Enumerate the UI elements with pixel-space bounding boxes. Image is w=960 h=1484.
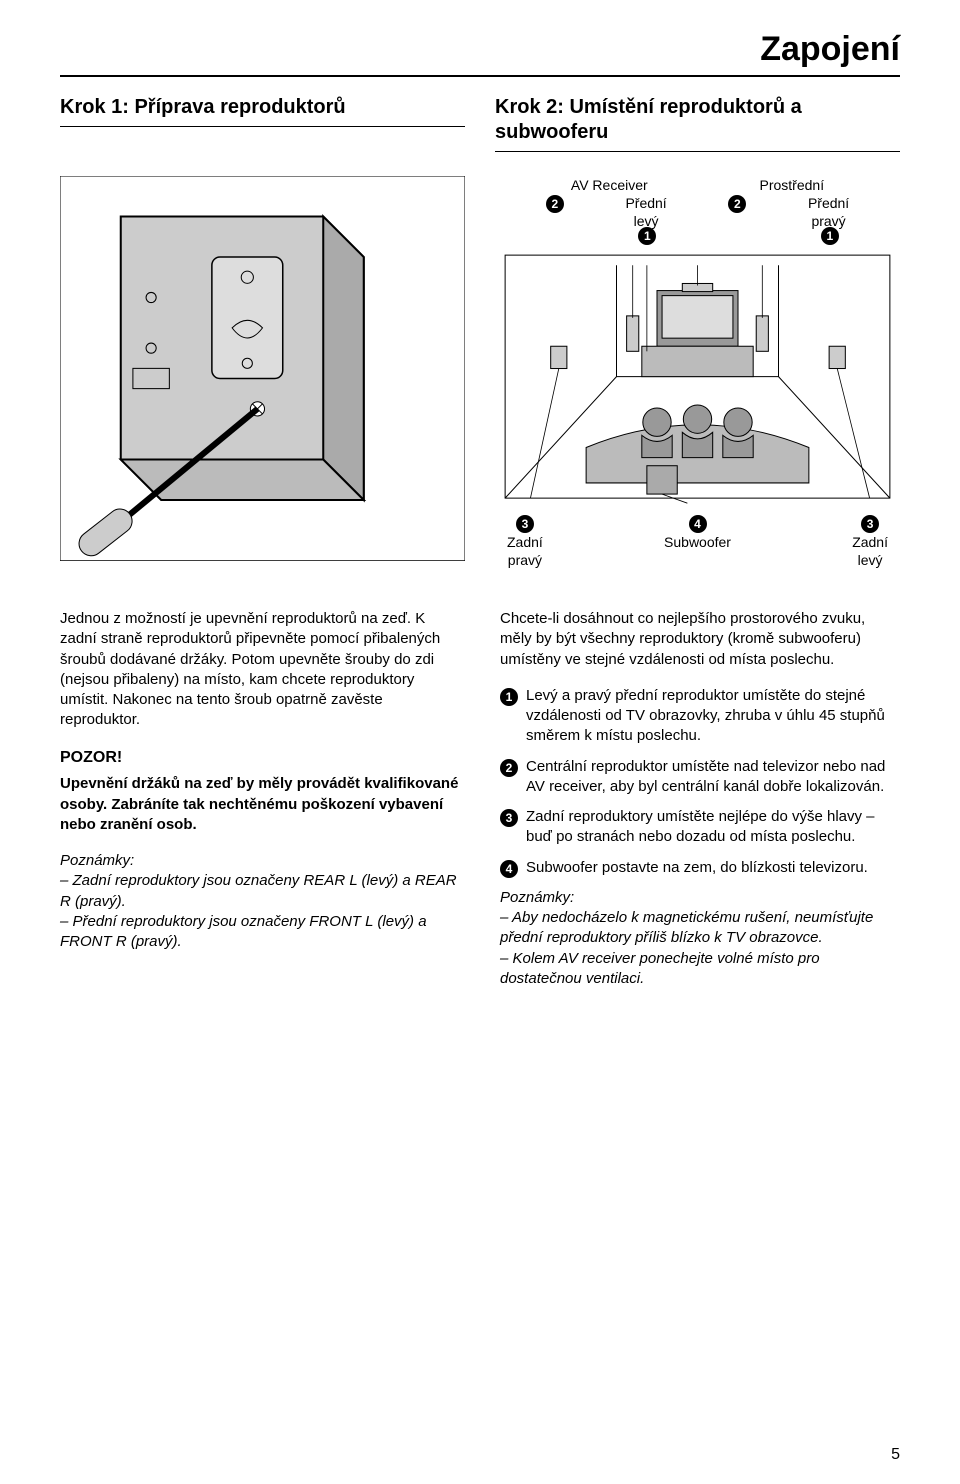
label-rear-right: 3 Zadní pravý	[507, 514, 543, 569]
bullet-4-icon: 4	[500, 860, 518, 878]
badge-3b: 3	[861, 515, 879, 533]
bullet-1-icon: 1	[500, 688, 518, 706]
figure-speaker-prep	[60, 176, 465, 569]
left-note1: – Zadní reproduktory jsou označeny REAR …	[60, 871, 460, 912]
step2-heading: Krok 2: Umístění reproduktorů a subwoofe…	[495, 95, 900, 152]
page-title: Zapojení	[60, 30, 900, 77]
right-column: Chcete-li dosáhnout co nejlepšího prosto…	[500, 609, 900, 1005]
figures-row: AV Receiver Prostřední 2 Přednílevý 2 Př…	[60, 176, 900, 569]
left-column: Jednou z možností je upevnění reprodukto…	[60, 609, 460, 1005]
pozor-heading: POZOR!	[60, 747, 460, 769]
label-front-right: Přednípravý	[808, 194, 849, 230]
bullet-3-icon: 3	[500, 809, 518, 827]
left-notes-label: Poznámky:	[60, 851, 460, 871]
bullet-4-text: Subwoofer postavte na zem, do blízkosti …	[526, 858, 868, 878]
left-p1: Jednou z možností je upevnění reprodukto…	[60, 609, 460, 731]
badge-2a: 2	[546, 195, 564, 213]
bullet-2-icon: 2	[500, 759, 518, 777]
figure-speaker-placement: AV Receiver Prostřední 2 Přednílevý 2 Př…	[495, 176, 900, 569]
label-front-left: Přednílevý	[625, 194, 666, 230]
right-notes-label: Poznámky:	[500, 888, 900, 908]
bullet-2-text: Centrální reproduktor umístěte nad telev…	[526, 757, 900, 798]
steps-headings: Krok 1: Příprava reproduktorů Krok 2: Um…	[60, 95, 900, 166]
label-av-receiver: AV Receiver	[571, 176, 648, 194]
bullet-1-text: Levý a pravý přední reproduktor umístěte…	[526, 686, 900, 747]
badge-3a: 3	[516, 515, 534, 533]
body-columns: Jednou z možností je upevnění reprodukto…	[60, 609, 900, 1005]
right-p1: Chcete-li dosáhnout co nejlepšího prosto…	[500, 609, 900, 670]
badge-4: 4	[689, 515, 707, 533]
numbered-list: 1 Levý a pravý přední reproduktor umístě…	[500, 686, 900, 878]
left-p2: Upevnění držáků na zeď by měly provádět …	[60, 774, 460, 835]
badge-2b: 2	[728, 195, 746, 213]
label-rear-left: 3 Zadní levý	[852, 514, 888, 569]
left-note2: – Přední reproduktory jsou označeny FRON…	[60, 912, 460, 953]
step1-heading: Krok 1: Příprava reproduktorů	[60, 95, 465, 127]
label-subwoofer: 4 Subwoofer	[664, 514, 731, 569]
right-notes: Poznámky: – Aby nedocházelo k magnetické…	[500, 888, 900, 989]
bullet-3-text: Zadní reproduktory umístěte nejlépe do v…	[526, 807, 900, 848]
badge-1b: 1	[821, 227, 839, 245]
page-number: 5	[891, 1446, 900, 1464]
right-note1: – Aby nedocházelo k magnetickému rušení,…	[500, 908, 900, 949]
list-item-1: 1 Levý a pravý přední reproduktor umístě…	[500, 686, 900, 747]
right-note2: – Kolem AV receiver ponechejte volné mís…	[500, 949, 900, 990]
badge-1a: 1	[638, 227, 656, 245]
list-item-4: 4 Subwoofer postavte na zem, do blízkost…	[500, 858, 900, 878]
speaker-prep-svg	[60, 176, 465, 561]
left-notes: Poznámky: – Zadní reproduktory jsou ozna…	[60, 851, 460, 952]
room-svg	[495, 245, 900, 508]
list-item-3: 3 Zadní reproduktory umístěte nejlépe do…	[500, 807, 900, 848]
label-center: Prostřední	[760, 176, 825, 194]
list-item-2: 2 Centrální reproduktor umístěte nad tel…	[500, 757, 900, 798]
